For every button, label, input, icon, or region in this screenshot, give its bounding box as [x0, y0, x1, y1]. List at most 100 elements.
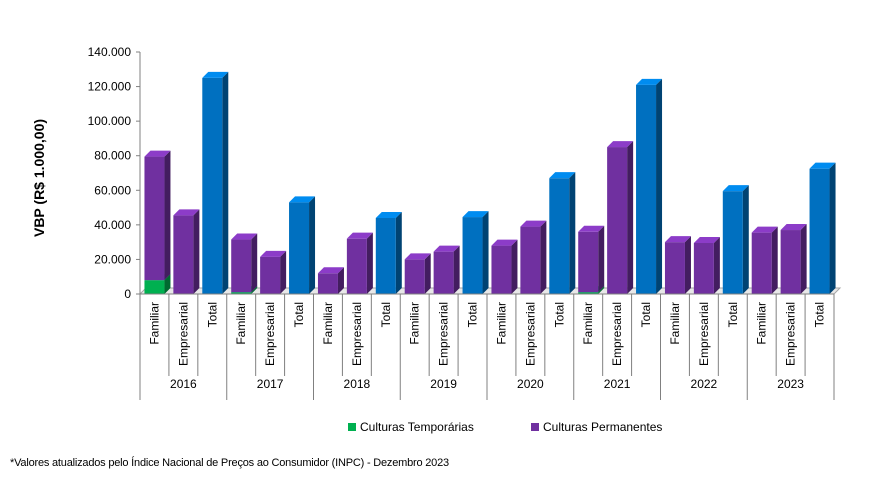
- x-category-label: Total: [726, 302, 740, 327]
- y-tick-label: 0: [124, 287, 131, 301]
- bar-2020-total-series2-top: [549, 172, 576, 179]
- x-category-label: Empresarial: [784, 302, 798, 366]
- bar-2018-familiar-series1: [317, 273, 338, 294]
- x-category-label: Total: [639, 302, 653, 327]
- bar-2017-familiar-series1-top: [231, 233, 258, 240]
- x-year-label: 2018: [344, 377, 371, 391]
- x-category-label: Familiar: [755, 302, 769, 345]
- bar-2016-familiar-series0-side: [164, 274, 171, 294]
- x-category-label: Total: [379, 302, 393, 327]
- x-category-label: Total: [205, 302, 219, 327]
- bar-2020-total-series2: [549, 178, 570, 294]
- bar-2017-total-series2: [289, 202, 310, 294]
- bar-2023-empresarial-series1: [780, 230, 801, 294]
- y-tick-label: 80.000: [94, 149, 131, 163]
- x-year-label: 2016: [170, 377, 197, 391]
- bar-2017-empresarial-series1: [260, 256, 281, 294]
- x-category-label: Empresarial: [350, 302, 364, 366]
- x-category-label: Empresarial: [437, 302, 451, 366]
- y-axis-title: VBP (R$ 1.000,00): [31, 119, 47, 237]
- y-tick-label: 40.000: [94, 218, 131, 232]
- x-year-label: 2020: [517, 377, 544, 391]
- legend-swatch-temporarias: [348, 423, 356, 431]
- bar-2021-total-series2: [636, 84, 657, 294]
- x-category-label: Empresarial: [697, 302, 711, 366]
- x-category-label: Empresarial: [176, 302, 190, 366]
- x-category-label: Familiar: [581, 302, 595, 345]
- bar-2023-total-series2: [809, 168, 830, 294]
- x-category-label: Familiar: [668, 302, 682, 345]
- bar-2020-total-series2-side: [569, 172, 576, 294]
- x-category-label: Familiar: [321, 302, 335, 345]
- bar-2020-familiar-series1-side: [511, 239, 518, 294]
- bar-2020-familiar-series1-top: [491, 239, 518, 246]
- bar-2018-familiar-series1-top: [317, 267, 344, 274]
- y-tick-label: 100.000: [88, 114, 132, 128]
- bar-2017-total-series2-top: [289, 196, 316, 203]
- bar-2022-empresarial-series1-top: [693, 237, 720, 244]
- bar-2022-total-series2-top: [722, 185, 749, 192]
- bar-2023-familiar-series1-side: [771, 226, 778, 294]
- x-year-label: 2017: [257, 377, 284, 391]
- bar-2021-total-series2-side: [656, 78, 663, 294]
- bar-2021-empresarial-series1-side: [627, 141, 634, 294]
- bar-2020-familiar-series1: [491, 245, 512, 294]
- bar-2016-familiar-series1-side: [164, 150, 171, 281]
- bar-2017-familiar-series0: [231, 292, 252, 294]
- legend-item-temporarias: Culturas Temporárias: [348, 420, 474, 434]
- x-year-label: 2022: [691, 377, 718, 391]
- bar-2021-familiar-series1-top: [578, 225, 605, 232]
- legend-label-temporarias: Culturas Temporárias: [360, 420, 474, 434]
- bar-2017-empresarial-series1-top: [260, 250, 287, 257]
- bar-2016-empresarial-series1: [173, 215, 194, 294]
- bar-chart: 0 20.000 40.000 60.000 80.000 100.000 120.000 1…: [31, 45, 842, 400]
- x-category-label: Empresarial: [610, 302, 624, 366]
- x-category-label: Total: [552, 302, 566, 327]
- x-category-label: Total: [292, 302, 306, 327]
- bar-2019-familiar-series1-side: [424, 253, 431, 294]
- bar-2021-total-series2-top: [636, 78, 663, 85]
- bar-2020-empresarial-series1: [520, 226, 541, 294]
- bar-2022-familiar-series1: [664, 242, 685, 294]
- x-category-label: Familiar: [147, 302, 161, 345]
- bar-2016-empresarial-series1-side: [193, 209, 200, 294]
- bar-2017-familiar-series1: [231, 239, 252, 293]
- legend-swatch-permanentes: [531, 423, 539, 431]
- bar-2017-familiar-series1-side: [251, 233, 258, 293]
- x-category-label: Total: [813, 302, 827, 327]
- bar-2019-familiar-series1: [404, 259, 425, 294]
- bar-2016-familiar-series1: [144, 156, 165, 281]
- chart-footnote: *Valores atualizados pelo Índice Naciona…: [10, 457, 449, 469]
- bar-2018-total-series2-top: [375, 211, 402, 218]
- x-category-label: Familiar: [234, 302, 248, 345]
- y-tick-label: 120.000: [88, 80, 132, 94]
- bar-2019-empresarial-series1: [433, 251, 454, 294]
- bar-2018-total-series2-side: [395, 211, 402, 294]
- bar-2017-familiar-series0-side: [251, 286, 258, 294]
- bar-2021-familiar-series1-side: [598, 225, 605, 293]
- x-year-label: 2021: [604, 377, 631, 391]
- bar-2016-familiar-series0: [144, 280, 165, 294]
- bar-2017-total-series2-side: [309, 196, 316, 294]
- bar-2022-familiar-series1-top: [664, 236, 691, 243]
- y-tick-label: 140.000: [88, 45, 132, 59]
- x-category-label: Total: [466, 302, 480, 327]
- bar-2021-familiar-series0: [578, 292, 599, 294]
- bar-2021-familiar-series1: [578, 231, 599, 293]
- x-category-label: Empresarial: [263, 302, 277, 366]
- bar-2023-familiar-series1: [751, 232, 772, 294]
- bar-2016-total-series2-side: [222, 71, 229, 294]
- bar-2018-empresarial-series1-top: [346, 232, 373, 239]
- bar-2023-familiar-series1-top: [751, 226, 778, 233]
- bar-2017-empresarial-series1-side: [280, 250, 287, 294]
- bar-2019-total-series2-side: [482, 211, 489, 294]
- bar-2022-empresarial-series1: [693, 243, 714, 294]
- x-category-label: Familiar: [408, 302, 422, 345]
- y-tick-label: 60.000: [94, 183, 131, 197]
- bar-2023-total-series2-side: [829, 162, 836, 294]
- bar-2020-empresarial-series1-side: [540, 220, 547, 294]
- bar-2016-total-series2-top: [202, 71, 229, 78]
- x-year-label: 2023: [777, 377, 804, 391]
- bar-2018-familiar-series1-side: [337, 267, 344, 294]
- bar-2019-familiar-series1-top: [404, 253, 431, 260]
